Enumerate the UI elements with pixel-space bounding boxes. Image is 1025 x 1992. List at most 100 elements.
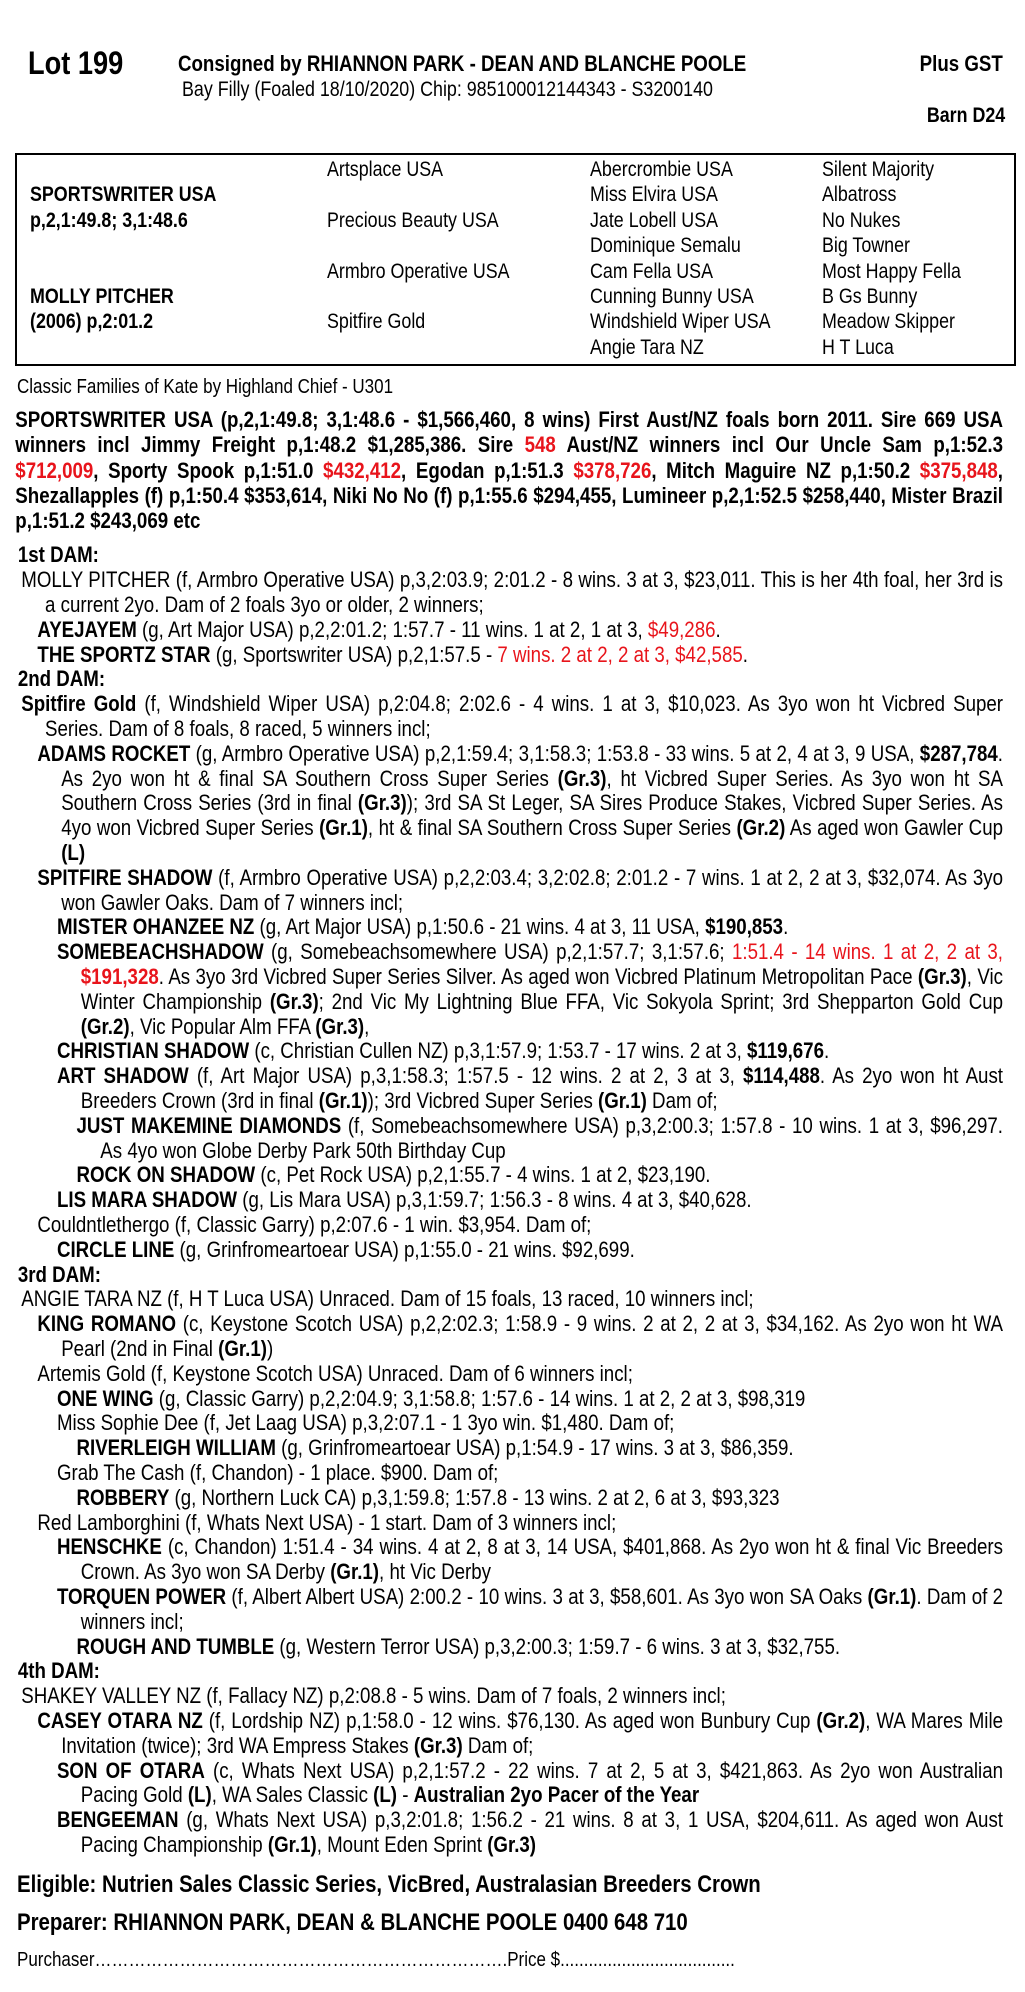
text-segment: Grab The Cash (f, Chandon) - 1 place. $9… bbox=[56, 1459, 499, 1485]
pedigree-entry: Miss Sophie Dee (f, Jet Laag USA) p,3,2:… bbox=[0, 1410, 1003, 1436]
text-segment: , Egodan p,1:51.3 bbox=[401, 457, 574, 483]
text-segment: , Shezallapples (f) p,1:50.4 $353,614, N… bbox=[15, 457, 1004, 534]
pedigree-entry: CIRCLE LINE (g, Grinfromeartoear USA) p,… bbox=[0, 1236, 1003, 1263]
great-grandparent-text: Abercrombie USA bbox=[590, 158, 733, 181]
great-grandparent-text: Jate Lobell USA bbox=[590, 208, 719, 232]
pedigree-entry: SHAKEY VALLEY NZ (f, Fallacy NZ) p,2:08.… bbox=[0, 1683, 1003, 1709]
text-segment: ); 3rd SA St Leger, SA Sires Produce Sta… bbox=[61, 790, 1004, 841]
horse-name: (Gr.3) bbox=[487, 1831, 537, 1857]
text-segment: (g, Lis Mara USA) p,3,1:59.7; 1:56.3 - 8… bbox=[237, 1187, 752, 1213]
text-segment: 7 wins. 2 at 2, 2 at 3, $42,585 bbox=[497, 641, 743, 667]
horse-name: (Gr.3) bbox=[357, 790, 407, 816]
great-great-grandparent-text: Big Towner bbox=[822, 234, 910, 258]
pedigree-entry: Spitfire Gold (f, Windshield Wiper USA) … bbox=[0, 691, 1003, 742]
horse-name: (Gr.1) bbox=[218, 1335, 268, 1361]
pedigree-entry: LIS MARA SHADOW (g, Lis Mara USA) p,3,1:… bbox=[0, 1187, 1003, 1213]
horse-name: $190,853 bbox=[705, 914, 784, 940]
pedigree-entry: AYEJAYEM (g, Art Major USA) p,2,2:01.2; … bbox=[0, 616, 1003, 643]
text-segment: ) bbox=[267, 1335, 274, 1361]
text-segment: , Mitch Maguire NZ p,1:50.2 bbox=[651, 457, 920, 483]
text-segment: $49,286 bbox=[647, 616, 716, 642]
great-grandparent-text: Cam Fella USA bbox=[590, 259, 713, 283]
text-segment: . bbox=[783, 914, 789, 940]
text-segment: (c, Keystone Scotch USA) p,2,2:02.3; 1:5… bbox=[61, 1311, 1004, 1361]
dam-heading: 2nd DAM: bbox=[17, 666, 106, 692]
horse-name: (Gr.2) bbox=[736, 815, 786, 841]
text-segment: 1:51.4 - 14 wins. 1 at 2, 2 at 3, bbox=[731, 939, 1003, 965]
text-segment: Aust/NZ winners incl Our Uncle Sam p,1:5… bbox=[555, 432, 1003, 458]
text-segment: - bbox=[397, 1782, 414, 1808]
text-segment: $378,726 bbox=[573, 457, 652, 483]
text-segment: As aged won Gawler Cup bbox=[785, 815, 1003, 841]
text-segment: . As 2yo won ht Aust Breeders Crown (3rd… bbox=[80, 1063, 1003, 1114]
horse-name: (Gr.2) bbox=[816, 1707, 866, 1733]
text-segment: (g, Northern Luck CA) p,3,1:59.8; 1:57.8… bbox=[169, 1484, 780, 1510]
great-great-grandparent-text: Meadow Skipper bbox=[822, 310, 955, 334]
consignor-text: Consigned by RHIANNON PARK - DEAN AND BL… bbox=[178, 51, 747, 76]
pedigree-entry: SPITFIRE SHADOW (f, Armbro Operative USA… bbox=[0, 864, 1003, 916]
text-segment: $375,848 bbox=[919, 457, 998, 483]
horse-name: (Gr.1) bbox=[330, 1559, 380, 1585]
text-segment: (c, Chandon) 1:51.4 - 34 wins. 4 at 2, 8… bbox=[80, 1534, 1003, 1585]
text-segment: , Mount Eden Sprint bbox=[316, 1831, 488, 1857]
pedigree-entry: RIVERLEIGH WILLIAM (g, Grinfromeartoear … bbox=[0, 1435, 1003, 1461]
horse-name: TORQUEN POWER bbox=[56, 1583, 227, 1609]
text-segment: (g, Somebeachsomewhere USA) p,2,1:57.7; … bbox=[263, 939, 732, 965]
pedigree-entry: Artemis Gold (f, Keystone Scotch USA) Un… bbox=[0, 1360, 1003, 1387]
pedigree-entry: TORQUEN POWER (f, Albert Albert USA) 2:0… bbox=[0, 1583, 1003, 1635]
purchaser-price-line: Purchaser……………………………………………………………….Price … bbox=[17, 1948, 735, 1971]
great-great-grandparent-text: Albatross bbox=[822, 183, 897, 207]
text-segment: . As 2yo won ht & final SA Southern Cros… bbox=[61, 740, 1003, 791]
pedigree-entry: MISTER OHANZEE NZ (g, Art Major USA) p,1… bbox=[0, 915, 1003, 940]
text-segment: . bbox=[715, 616, 721, 642]
great-great-grandparent-text: Most Happy Fella bbox=[822, 259, 961, 283]
text-segment: , ht Vicbred Super Series. As 3yo won ht… bbox=[61, 765, 1003, 816]
horse-name: BENGEEMAN bbox=[56, 1807, 179, 1833]
text-segment: (f, Lordship NZ) p,1:58.0 - 12 wins. $76… bbox=[202, 1707, 817, 1733]
pedigree-entry: ART SHADOW (f, Art Major USA) p,3,1:58.3… bbox=[0, 1063, 1003, 1114]
pedigree-entry: KING ROMANO (c, Keystone Scotch USA) p,2… bbox=[0, 1311, 1004, 1362]
text-segment: (g, Art Major USA) p,2,2:01.2; 1:57.7 - … bbox=[136, 616, 648, 642]
horse-description-text: Bay Filly (Foaled 18/10/2020) Chip: 9851… bbox=[182, 78, 713, 101]
horse-name: $119,676 bbox=[747, 1038, 824, 1064]
text-segment: SHAKEY VALLEY NZ (f, Fallacy NZ) p,2:08.… bbox=[21, 1683, 726, 1709]
horse-name: (Gr.1) bbox=[318, 1088, 368, 1114]
pedigree-entry: ROBBERY (g, Northern Luck CA) p,3,1:59.8… bbox=[0, 1484, 1003, 1511]
text-segment: $712,009 bbox=[15, 457, 94, 483]
pedigree-entry: CASEY OTARA NZ (f, Lordship NZ) p,1:58.0… bbox=[0, 1707, 1003, 1759]
horse-name: SPITFIRE SHADOW bbox=[37, 864, 213, 890]
lot-number-text: Lot 199 bbox=[28, 45, 124, 81]
pedigree-table: SPORTSWRITER USA p,2,1:49.8; 3,1:48.6 MOLL… bbox=[15, 153, 1016, 366]
text-segment: (f, Windshield Wiper USA) p,2:04.8; 2:02… bbox=[45, 691, 1003, 742]
text-segment: , WA Mares Mile Invitation (twice); 3rd … bbox=[61, 1707, 1003, 1758]
horse-name: (L) bbox=[373, 1782, 398, 1808]
great-grandparent-text: Windshield Wiper USA bbox=[590, 310, 771, 334]
horse-name: ADAMS ROCKET bbox=[37, 740, 191, 766]
pedigree-entry: JUST MAKEMINE DIAMONDS (f, Somebeachsome… bbox=[0, 1113, 1004, 1164]
text-segment: (g, Western Terror USA) p,3,2:00.3; 1:59… bbox=[274, 1633, 841, 1659]
sire-name-text: SPORTSWRITER USA bbox=[30, 183, 217, 207]
pedigree-entry: Couldntlethergo (f, Classic Garry) p,2:0… bbox=[0, 1212, 1003, 1238]
text-segment: , bbox=[364, 1013, 370, 1039]
barn-text: Barn D24 bbox=[926, 104, 1005, 127]
text-segment: Artemis Gold (f, Keystone Scotch USA) Un… bbox=[37, 1360, 633, 1386]
horse-name: (Gr.1) bbox=[867, 1583, 917, 1609]
horse-name: ONE WING bbox=[56, 1385, 154, 1411]
text-segment: (f, Art Major USA) p,3,1:58.3; 1:57.5 - … bbox=[188, 1063, 743, 1089]
text-segment: (g, Grinfromeartoear USA) p,1:55.0 - 21 … bbox=[174, 1236, 635, 1262]
horse-name: (Gr.1) bbox=[598, 1088, 647, 1114]
pedigree-entry: Grab The Cash (f, Chandon) - 1 place. $9… bbox=[0, 1459, 1003, 1486]
text-segment: (g, Whats Next USA) p,3,2:01.8; 1:56.2 -… bbox=[80, 1807, 1003, 1857]
great-grandparent-text: Dominique Semalu bbox=[590, 234, 741, 258]
horse-name: (Gr.1) bbox=[267, 1831, 317, 1857]
text-segment: (c, Christian Cullen NZ) p,3,1:57.9; 1:5… bbox=[249, 1038, 748, 1064]
horse-name: $287,784 bbox=[919, 740, 998, 766]
text-segment: (f, Albert Albert USA) 2:00.2 - 10 wins.… bbox=[226, 1583, 868, 1609]
text-segment: (g, Grinfromeartoear USA) p,1:54.9 - 17 … bbox=[275, 1435, 794, 1461]
preparer: Preparer: RHIANNON PARK, DEAN & BLANCHE … bbox=[17, 1908, 688, 1936]
horse-name: (Gr.3) bbox=[315, 1013, 365, 1039]
horse-name: Australian 2yo Pacer of the Year bbox=[413, 1782, 700, 1808]
dam-lines: 1st DAM: MOLLY PITCHER (f, Armbro Operati… bbox=[0, 543, 1003, 1857]
horse-name: CIRCLE LINE bbox=[56, 1236, 175, 1262]
grandparent-text: Precious Beauty USA bbox=[327, 208, 499, 232]
